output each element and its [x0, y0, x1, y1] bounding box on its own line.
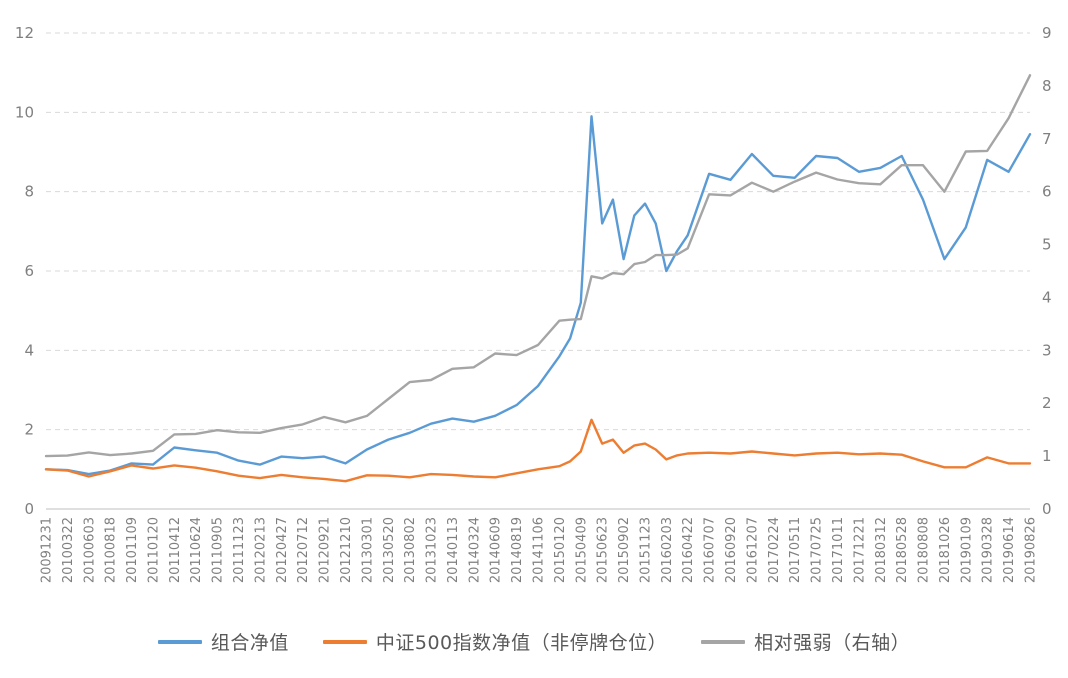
x-axis-tick-label: 20150623	[596, 517, 611, 583]
x-axis-tick-label: 20171011	[831, 517, 846, 583]
right-axis-tick-label: 0	[1042, 500, 1052, 518]
legend-item-relative-strength: 相对强弱（右轴）	[701, 628, 910, 655]
x-axis-tick-label: 20101109	[125, 517, 140, 583]
right-axis-tick-label: 2	[1042, 394, 1052, 412]
x-axis-tick-label: 20160707	[703, 517, 718, 583]
x-axis-tick-label: 20180312	[874, 517, 889, 583]
x-axis-tick-label: 20151123	[638, 517, 653, 583]
x-axis-tick-label: 20181026	[938, 517, 953, 583]
x-axis-tick-label: 20121210	[339, 517, 354, 583]
right-axis-tick-label: 6	[1042, 183, 1052, 201]
x-axis-tick-label: 20120213	[253, 517, 268, 583]
x-axis-tick-label: 20140324	[467, 517, 482, 583]
x-axis-tick-label: 20170511	[788, 517, 803, 583]
x-axis-tick-label: 20171221	[852, 517, 867, 583]
x-axis-tick-label: 20130520	[382, 517, 397, 583]
x-axis-tick-label: 20140819	[510, 517, 525, 583]
x-axis-tick-label: 20190109	[959, 517, 974, 583]
series-line-2	[44, 74, 1032, 458]
x-axis-tick-label: 20180528	[895, 517, 910, 583]
left-axis-tick-label: 2	[24, 421, 34, 439]
x-axis-tick-label: 20100603	[82, 517, 97, 583]
x-axis-tick-label: 20110905	[211, 517, 226, 583]
x-axis-tick-label: 20150902	[617, 517, 632, 583]
x-axis-tick-label: 20190826	[1024, 517, 1039, 583]
x-axis-tick-label: 20180808	[917, 517, 932, 583]
x-axis-tick-label: 20160920	[724, 517, 739, 583]
x-axis-tick-label: 20141106	[532, 517, 547, 583]
x-axis-tick-label: 20110120	[146, 517, 161, 583]
x-axis-tick-label: 20111123	[232, 517, 247, 583]
legend-item-portfolio-nav: 组合净值	[157, 628, 289, 655]
x-axis-tick-label: 20170224	[767, 517, 782, 583]
right-axis-tick-label: 8	[1042, 77, 1052, 95]
x-axis-tick-label: 20120712	[296, 517, 311, 583]
x-axis-tick-label: 20130301	[360, 517, 375, 583]
x-axis-tick-label: 20100818	[104, 517, 119, 583]
left-axis-tick-label: 10	[15, 103, 34, 121]
legend-label-csi500-nav: 中证500指数净值（非停牌仓位）	[375, 632, 668, 654]
right-axis-tick-label: 4	[1042, 288, 1052, 306]
legend-label-portfolio-nav: 组合净值	[210, 632, 289, 654]
right-axis-tick-label: 7	[1042, 130, 1052, 148]
x-axis-tick-label: 20100322	[61, 517, 76, 583]
x-axis-tick-label: 20160203	[660, 517, 675, 583]
x-axis-tick-label: 20131023	[425, 517, 440, 583]
x-axis-tick-label: 20091231	[40, 517, 55, 583]
left-axis-tick-label: 0	[24, 500, 34, 518]
left-axis-tick-label: 4	[24, 341, 34, 359]
x-axis-tick-label: 20160422	[681, 517, 696, 583]
x-axis-tick-label: 20110624	[189, 517, 204, 583]
x-axis-tick-label: 20130802	[403, 517, 418, 583]
right-axis-tick-label: 1	[1042, 447, 1052, 465]
x-axis-tick-label: 20110412	[168, 517, 183, 583]
x-axis-tick-label: 20120921	[318, 517, 333, 583]
x-axis-tick-label: 20161207	[745, 517, 760, 583]
right-axis-tick-label: 9	[1042, 24, 1052, 42]
series-line-1	[44, 418, 1032, 483]
x-axis-tick-label: 20150120	[553, 517, 568, 583]
x-axis-tick-label: 20190614	[1002, 517, 1017, 583]
legend-item-csi500-nav: 中证500指数净值（非停牌仓位）	[322, 628, 668, 655]
x-axis-tick-label: 20120427	[275, 517, 290, 583]
chart-legend: 组合净值 中证500指数净值（非停牌仓位） 相对强弱（右轴）	[0, 628, 1068, 655]
left-axis-tick-label: 12	[15, 24, 34, 42]
legend-line-portfolio-nav	[157, 639, 202, 644]
right-axis-tick-label: 3	[1042, 341, 1052, 359]
legend-line-relative-strength	[701, 639, 746, 644]
x-axis-tick-label: 20140609	[489, 517, 504, 583]
x-axis-tick-label: 20150409	[574, 517, 589, 583]
x-axis-tick-label: 20170725	[810, 517, 825, 583]
series-line-0	[44, 115, 1032, 476]
left-axis-tick-label: 8	[24, 183, 34, 201]
legend-line-csi500-nav	[322, 639, 367, 644]
legend-label-relative-strength: 相对强弱（右轴）	[754, 632, 911, 654]
x-axis-tick-label: 20140113	[446, 517, 461, 583]
left-axis-tick-label: 6	[24, 262, 34, 280]
right-axis-tick-label: 5	[1042, 236, 1052, 254]
x-axis-tick-label: 20190328	[981, 517, 996, 583]
